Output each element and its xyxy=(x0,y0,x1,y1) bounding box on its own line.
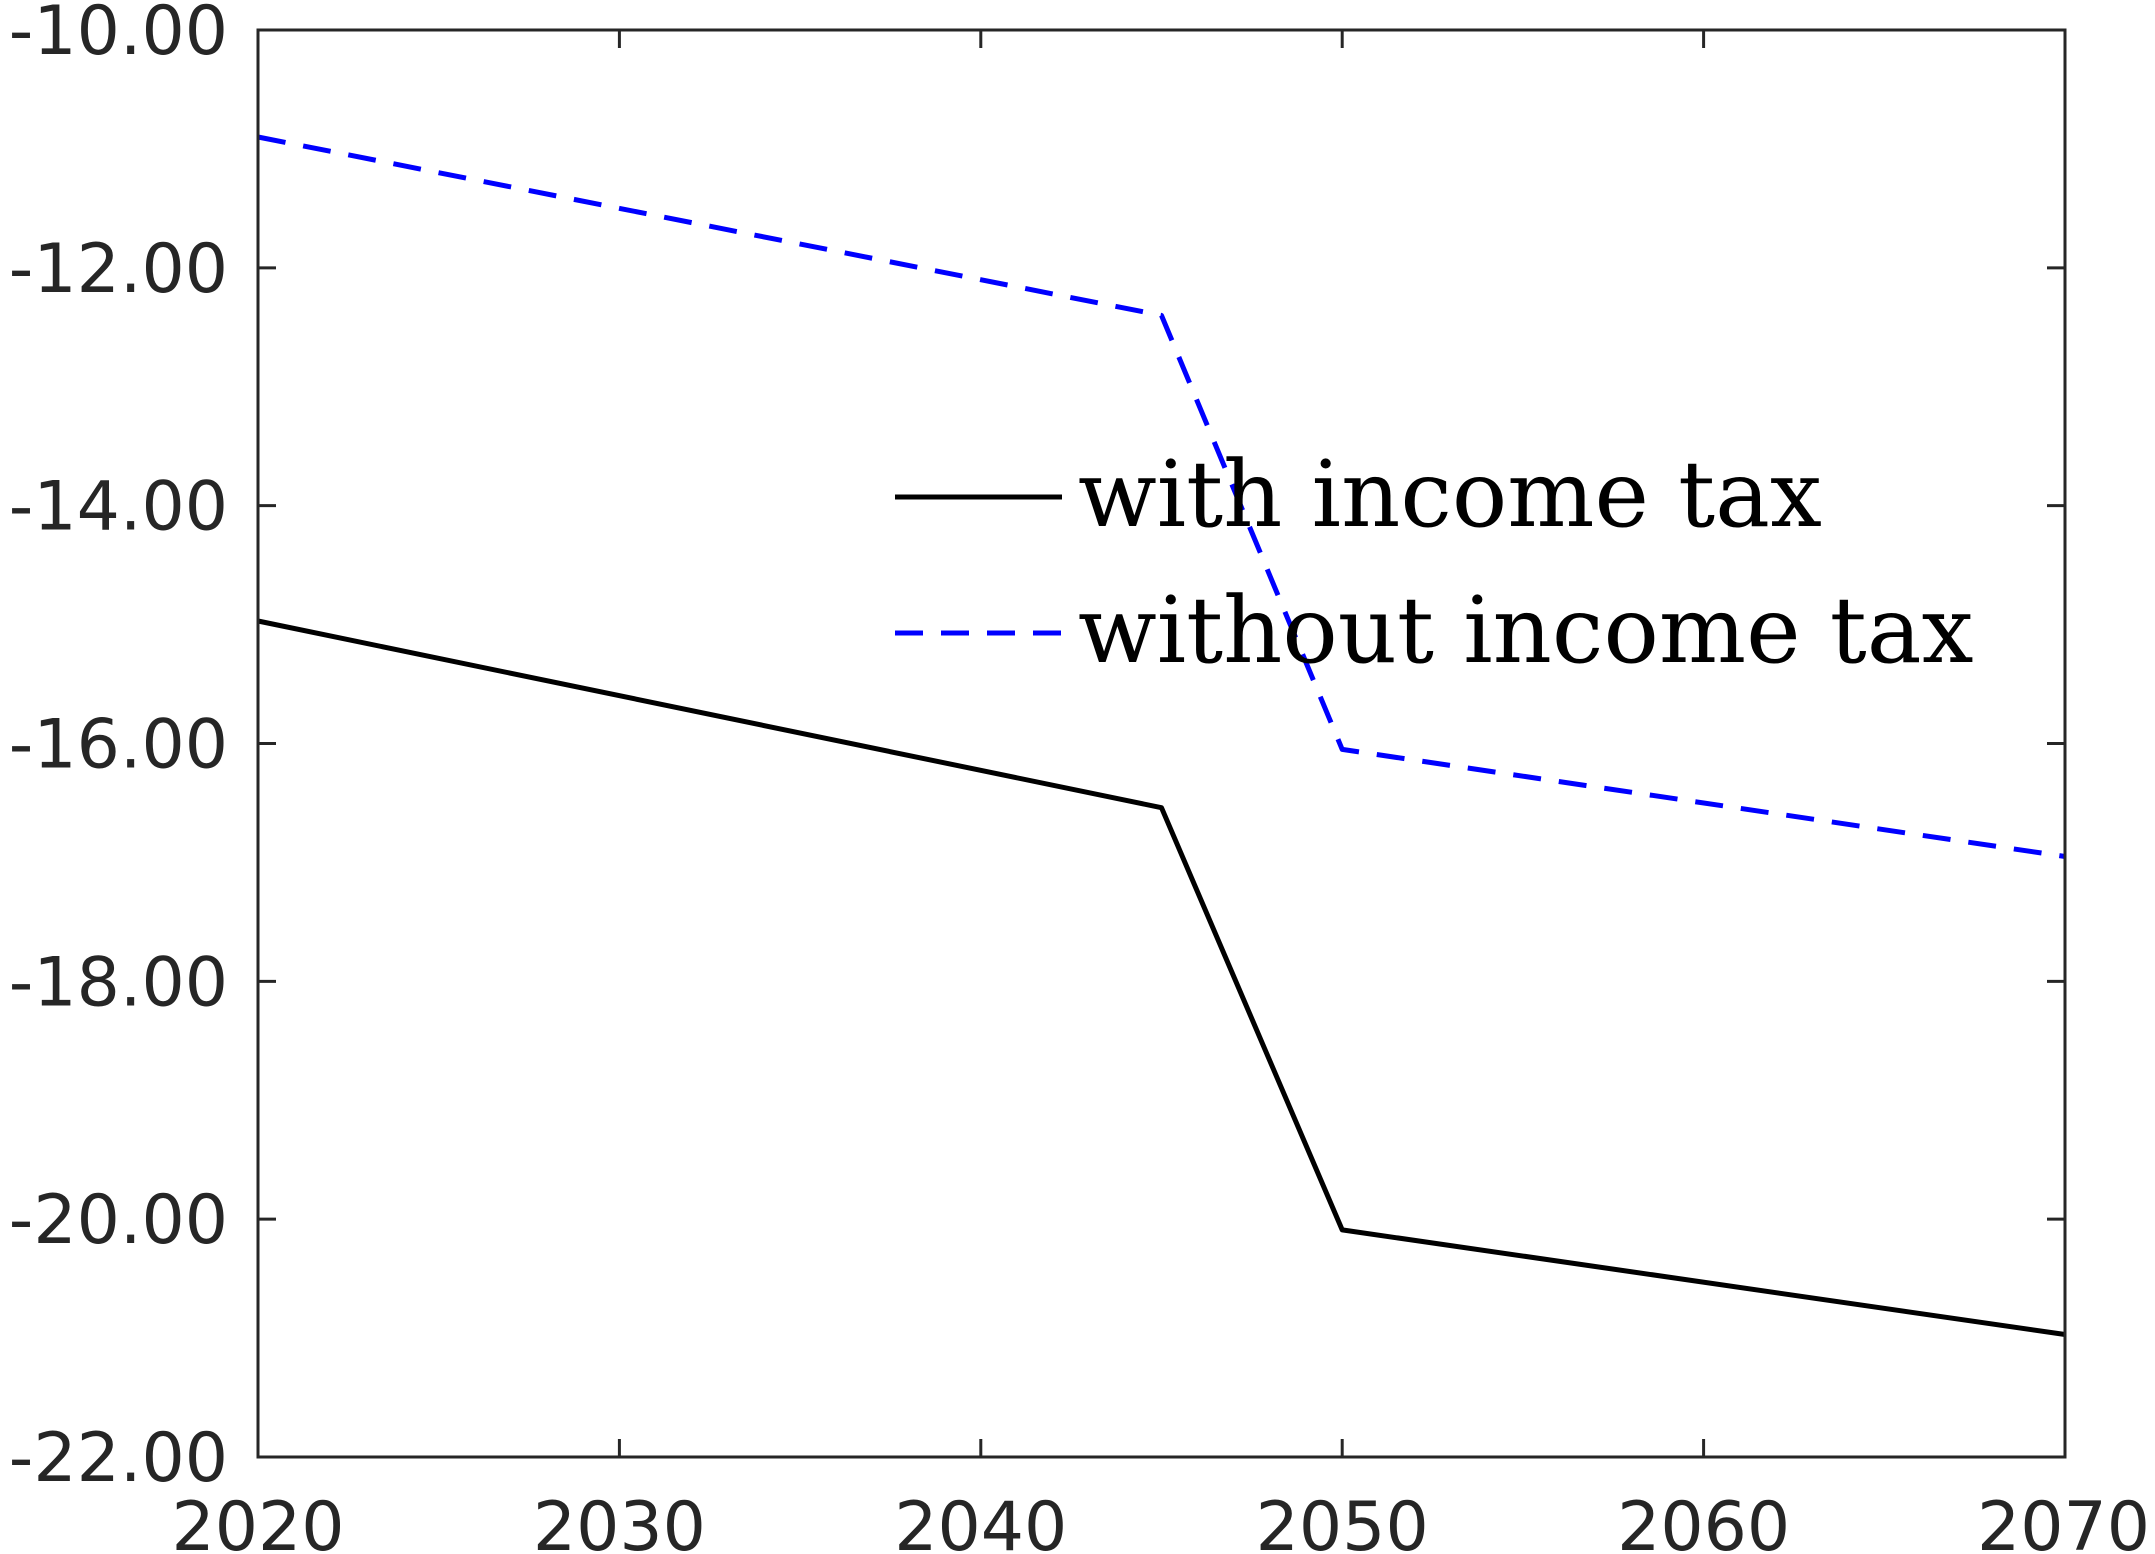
plot-area xyxy=(258,30,2065,1457)
x-axis-ticks: 2020 2030 2040 2050 2060 2070 xyxy=(171,30,2150,1554)
series-line-with-income-tax xyxy=(257,618,2066,1337)
y-tick-label: -22.00 xyxy=(9,1419,228,1498)
plot-frame xyxy=(256,28,2067,1459)
y-tick-label: -14.00 xyxy=(9,468,228,547)
x-tick-label: 2030 xyxy=(533,1488,706,1554)
x-tick-label: 2040 xyxy=(894,1488,1067,1554)
legend: with income tax without income tax xyxy=(895,441,1973,684)
y-tick-label: -18.00 xyxy=(9,943,228,1022)
y-tick-label: -12.00 xyxy=(9,230,228,309)
series-line-without-income-tax xyxy=(257,134,2066,859)
y-tick-label: -20.00 xyxy=(9,1181,228,1260)
y-tick-label: -10.00 xyxy=(9,0,228,71)
x-tick-label: 2050 xyxy=(1256,1488,1429,1554)
y-axis-ticks: -10.00 -12.00 -14.00 -16.00 -18.00 -20.00 -22.… xyxy=(9,0,2065,1498)
y-tick-label: -16.00 xyxy=(9,706,228,785)
legend-label: without income tax xyxy=(1078,577,1973,684)
legend-label: with income tax xyxy=(1078,441,1822,548)
x-tick-label: 2070 xyxy=(1977,1488,2150,1554)
x-tick-label: 2020 xyxy=(171,1488,344,1554)
x-tick-label: 2060 xyxy=(1617,1488,1790,1554)
